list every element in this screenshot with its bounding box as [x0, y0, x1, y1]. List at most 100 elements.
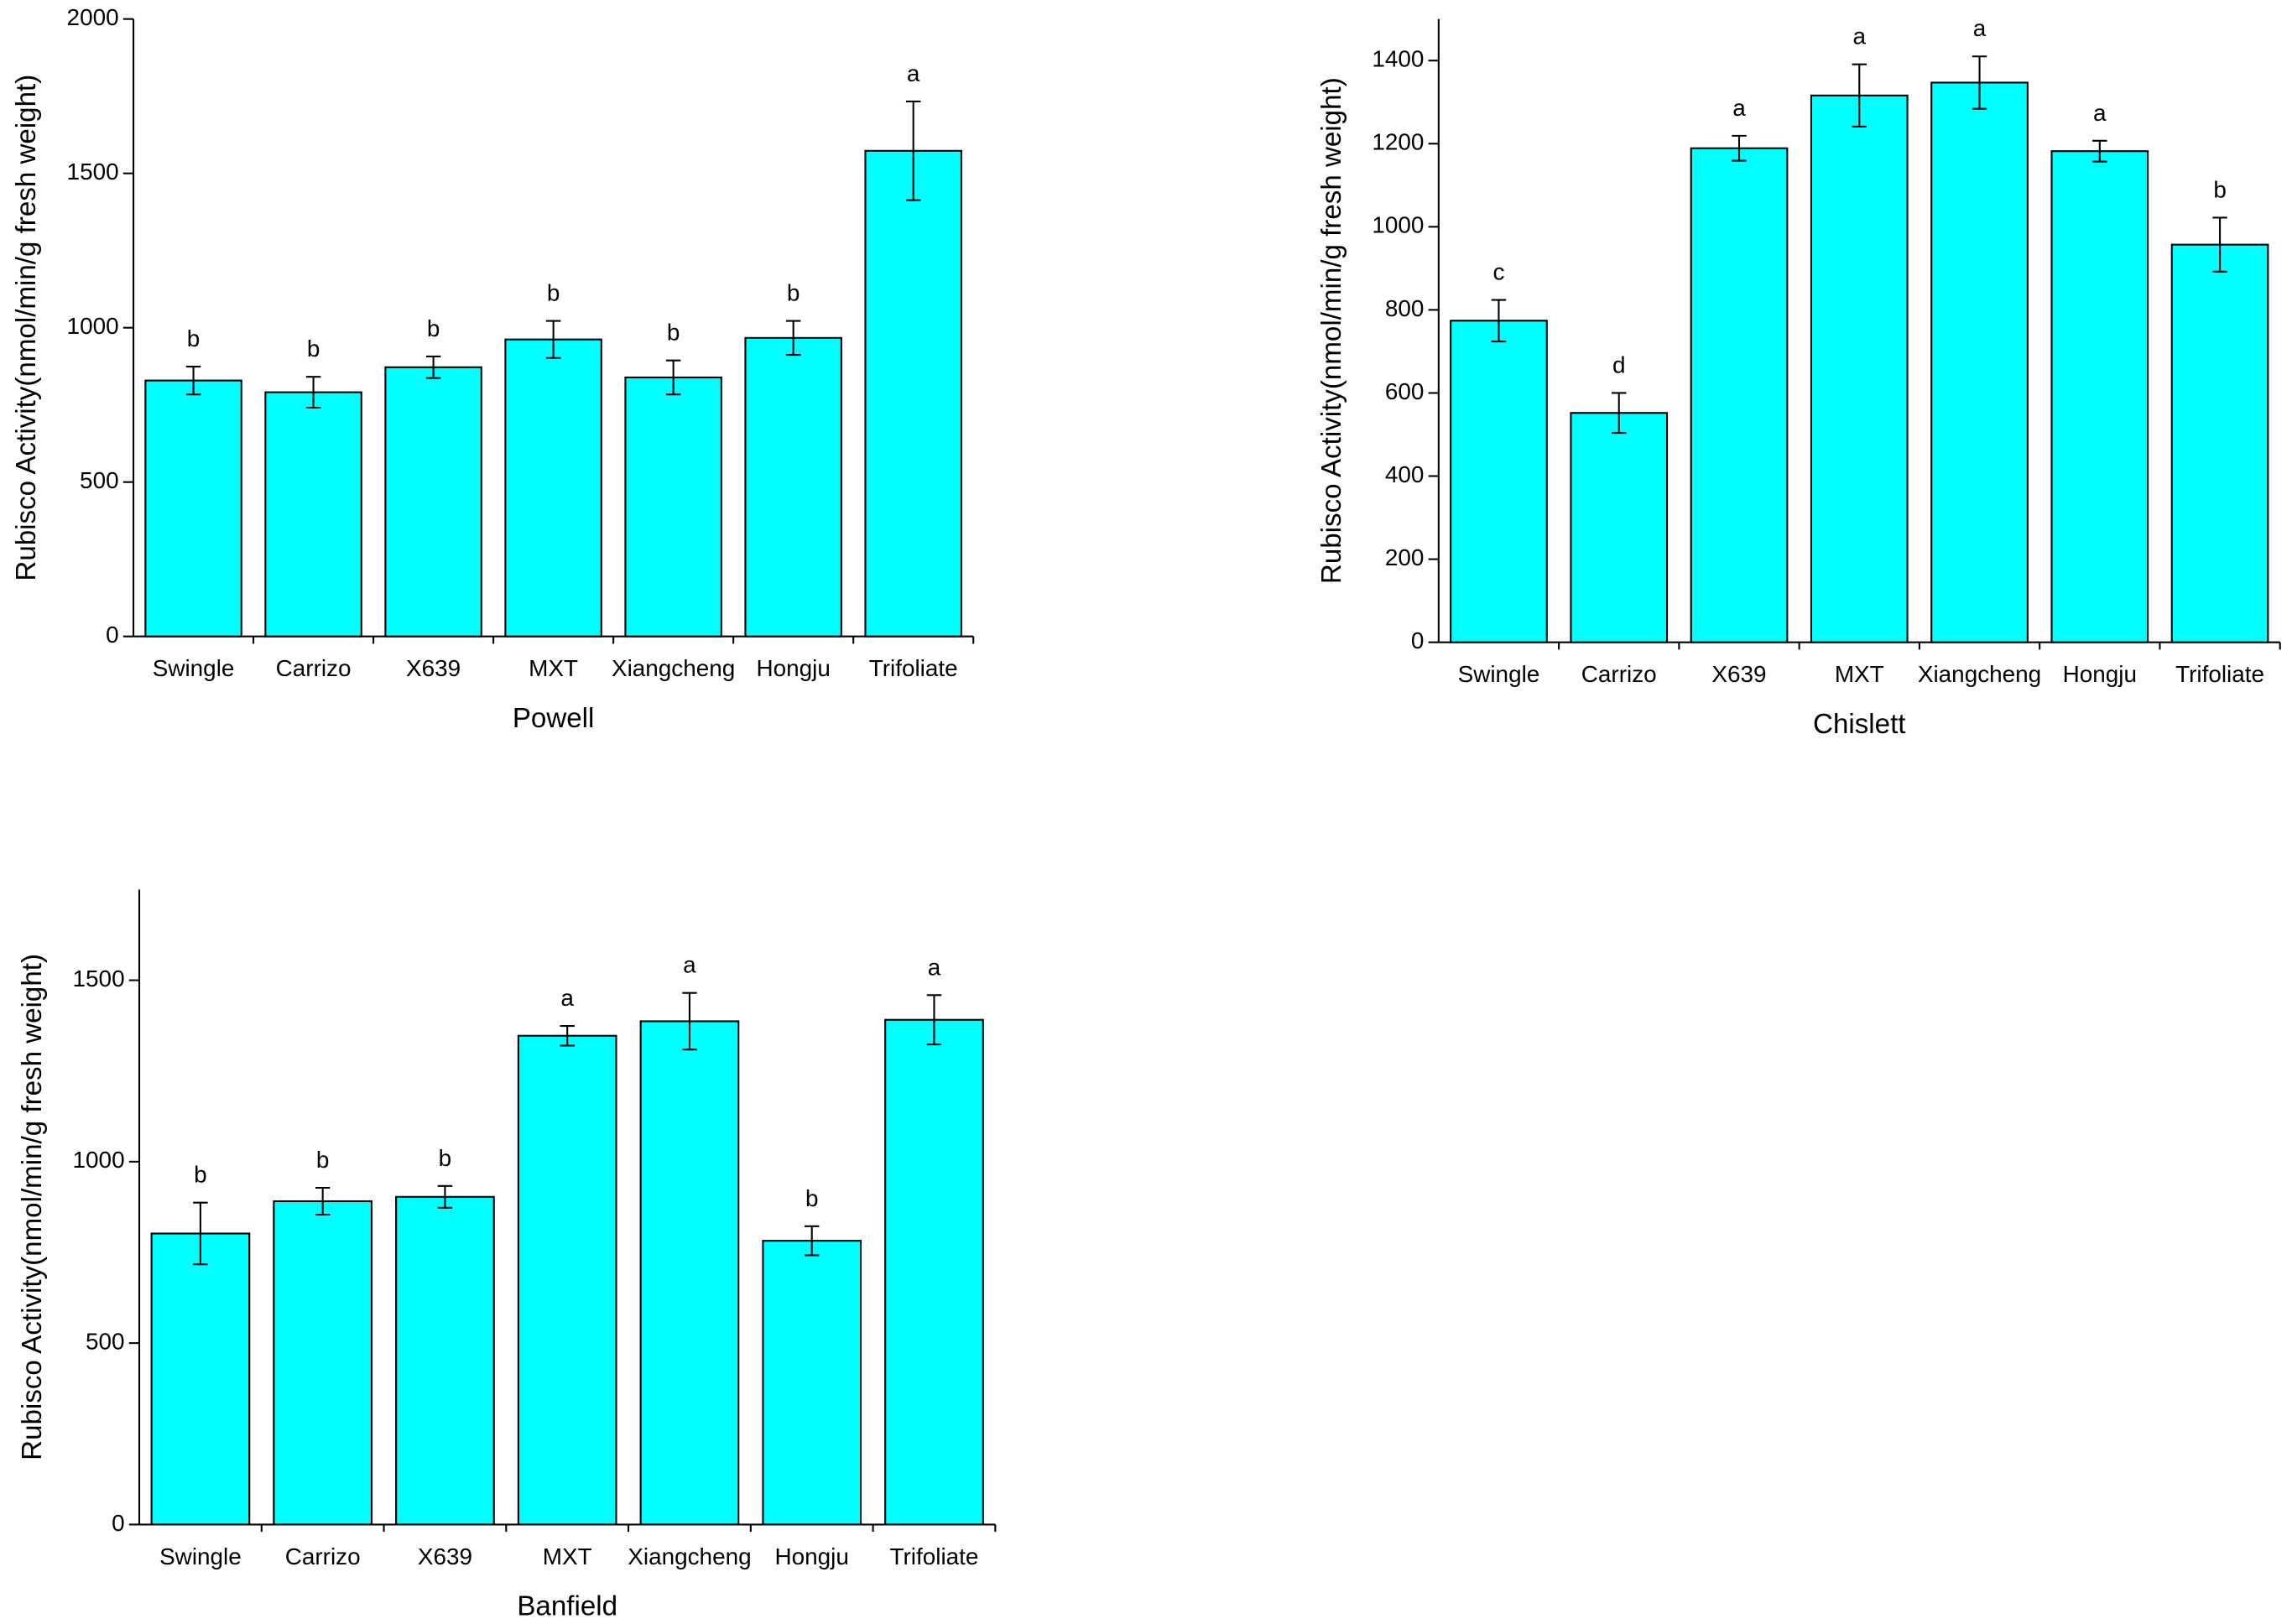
error-bar	[682, 992, 697, 1051]
bar	[1570, 412, 1669, 643]
error-bar	[315, 1186, 331, 1216]
bar	[144, 379, 242, 638]
x-tick-label: Hongju	[2063, 661, 2137, 687]
y-tick-label: 600	[1385, 378, 1425, 404]
bar	[264, 391, 362, 638]
significance-letter: a	[907, 60, 920, 86]
significance-letter: d	[1612, 351, 1626, 377]
x-tick-label: MXT	[1835, 661, 1884, 687]
x-tick-label: MXT	[529, 655, 578, 681]
y-tick-label: 800	[1385, 295, 1425, 321]
x-tick-label: Trifoliate	[890, 1543, 979, 1569]
significance-letter: a	[683, 952, 696, 978]
x-tick-label: Hongju	[756, 655, 830, 681]
error-bar	[2212, 216, 2227, 273]
significance-letter: a	[1732, 95, 1746, 121]
x-axis-title: Powell	[513, 703, 595, 734]
y-tick-label: 500	[86, 1328, 125, 1354]
error-bar	[437, 1184, 453, 1209]
error-bar	[185, 366, 201, 396]
error-bar	[785, 320, 801, 357]
significance-letter: a	[1973, 15, 1987, 41]
significance-letter: b	[187, 325, 201, 351]
bar	[864, 149, 962, 638]
y-tick-label: 200	[1385, 544, 1425, 570]
y-tick-label: 500	[80, 467, 119, 493]
significance-letter: b	[307, 336, 320, 362]
bar	[624, 376, 722, 638]
y-axis-title: Rubisco Activity(nmol/min/g fresh weight…	[1316, 77, 1347, 584]
x-tick-label: Xiangcheng	[628, 1543, 751, 1569]
significance-letter: b	[439, 1145, 452, 1171]
error-bar	[665, 359, 681, 396]
y-tick-label: 0	[112, 1510, 125, 1536]
significance-letter: b	[547, 280, 560, 306]
x-tick-label: Carrizo	[285, 1543, 361, 1569]
error-bar	[1972, 55, 1987, 110]
bar	[1450, 320, 1548, 643]
x-tick-label: Trifoliate	[2175, 661, 2264, 687]
x-tick-label: Swingle	[1458, 661, 1540, 687]
error-bar	[804, 1225, 820, 1257]
bar	[2170, 243, 2269, 643]
x-tick-label: Xiangcheng	[612, 655, 735, 681]
x-tick-label: X639	[406, 655, 461, 681]
significance-letter: b	[316, 1147, 330, 1173]
bar	[517, 1034, 617, 1526]
x-axis-title: Chislett	[1813, 709, 1905, 740]
y-tick-label: 1500	[67, 159, 119, 185]
y-tick-label: 1000	[73, 1147, 125, 1173]
bar	[395, 1195, 495, 1526]
bar	[150, 1232, 251, 1526]
bar	[639, 1020, 740, 1526]
significance-letter: c	[1492, 259, 1504, 285]
x-tick-label: X639	[418, 1543, 472, 1569]
significance-letter: b	[2213, 176, 2227, 202]
y-tick-label: 1200	[1372, 129, 1424, 155]
error-bar	[2092, 139, 2107, 163]
y-tick-label: 1000	[1372, 212, 1424, 238]
error-bar	[905, 100, 921, 201]
significance-letter: b	[194, 1162, 207, 1188]
x-tick-label: X639	[1711, 661, 1766, 687]
significance-letter: b	[667, 320, 680, 346]
x-tick-label: Carrizo	[1581, 661, 1657, 687]
x-tick-label: Carrizo	[276, 655, 352, 681]
bar	[744, 336, 842, 638]
error-bar	[1732, 134, 1747, 162]
x-axis-title: Banfield	[517, 1591, 617, 1622]
y-tick-label: 2000	[67, 4, 119, 30]
significance-letter: b	[805, 1185, 819, 1211]
y-tick-label: 1500	[73, 966, 125, 992]
y-tick-label: 1400	[1372, 46, 1424, 72]
error-bar	[1612, 392, 1627, 435]
bar	[504, 338, 602, 638]
x-tick-label: Swingle	[153, 655, 235, 681]
significance-letter: a	[560, 985, 574, 1011]
significance-letter: a	[2093, 100, 2107, 126]
error-bar	[560, 1025, 575, 1047]
error-bar	[926, 994, 942, 1046]
significance-letter: a	[928, 954, 941, 980]
y-tick-label: 0	[1411, 627, 1425, 653]
bar	[884, 1018, 984, 1526]
bar	[1930, 81, 2029, 643]
bar	[1810, 94, 1909, 643]
x-tick-label: Xiangcheng	[1918, 661, 2041, 687]
y-axis-title: Rubisco Activity(nmol/min/g fresh weight…	[17, 954, 48, 1460]
error-bar	[193, 1201, 208, 1266]
error-bar	[305, 376, 321, 409]
bar	[1690, 147, 1789, 643]
significance-letter: b	[427, 315, 440, 341]
y-tick-label: 1000	[67, 313, 119, 339]
significance-letter: a	[1853, 23, 1867, 49]
error-bar	[1491, 299, 1507, 343]
y-tick-label: 0	[106, 622, 119, 648]
bar	[762, 1240, 862, 1526]
error-bar	[425, 355, 441, 379]
x-tick-label: Swingle	[159, 1543, 242, 1569]
error-bar	[545, 320, 561, 359]
x-tick-label: Hongju	[775, 1543, 849, 1569]
